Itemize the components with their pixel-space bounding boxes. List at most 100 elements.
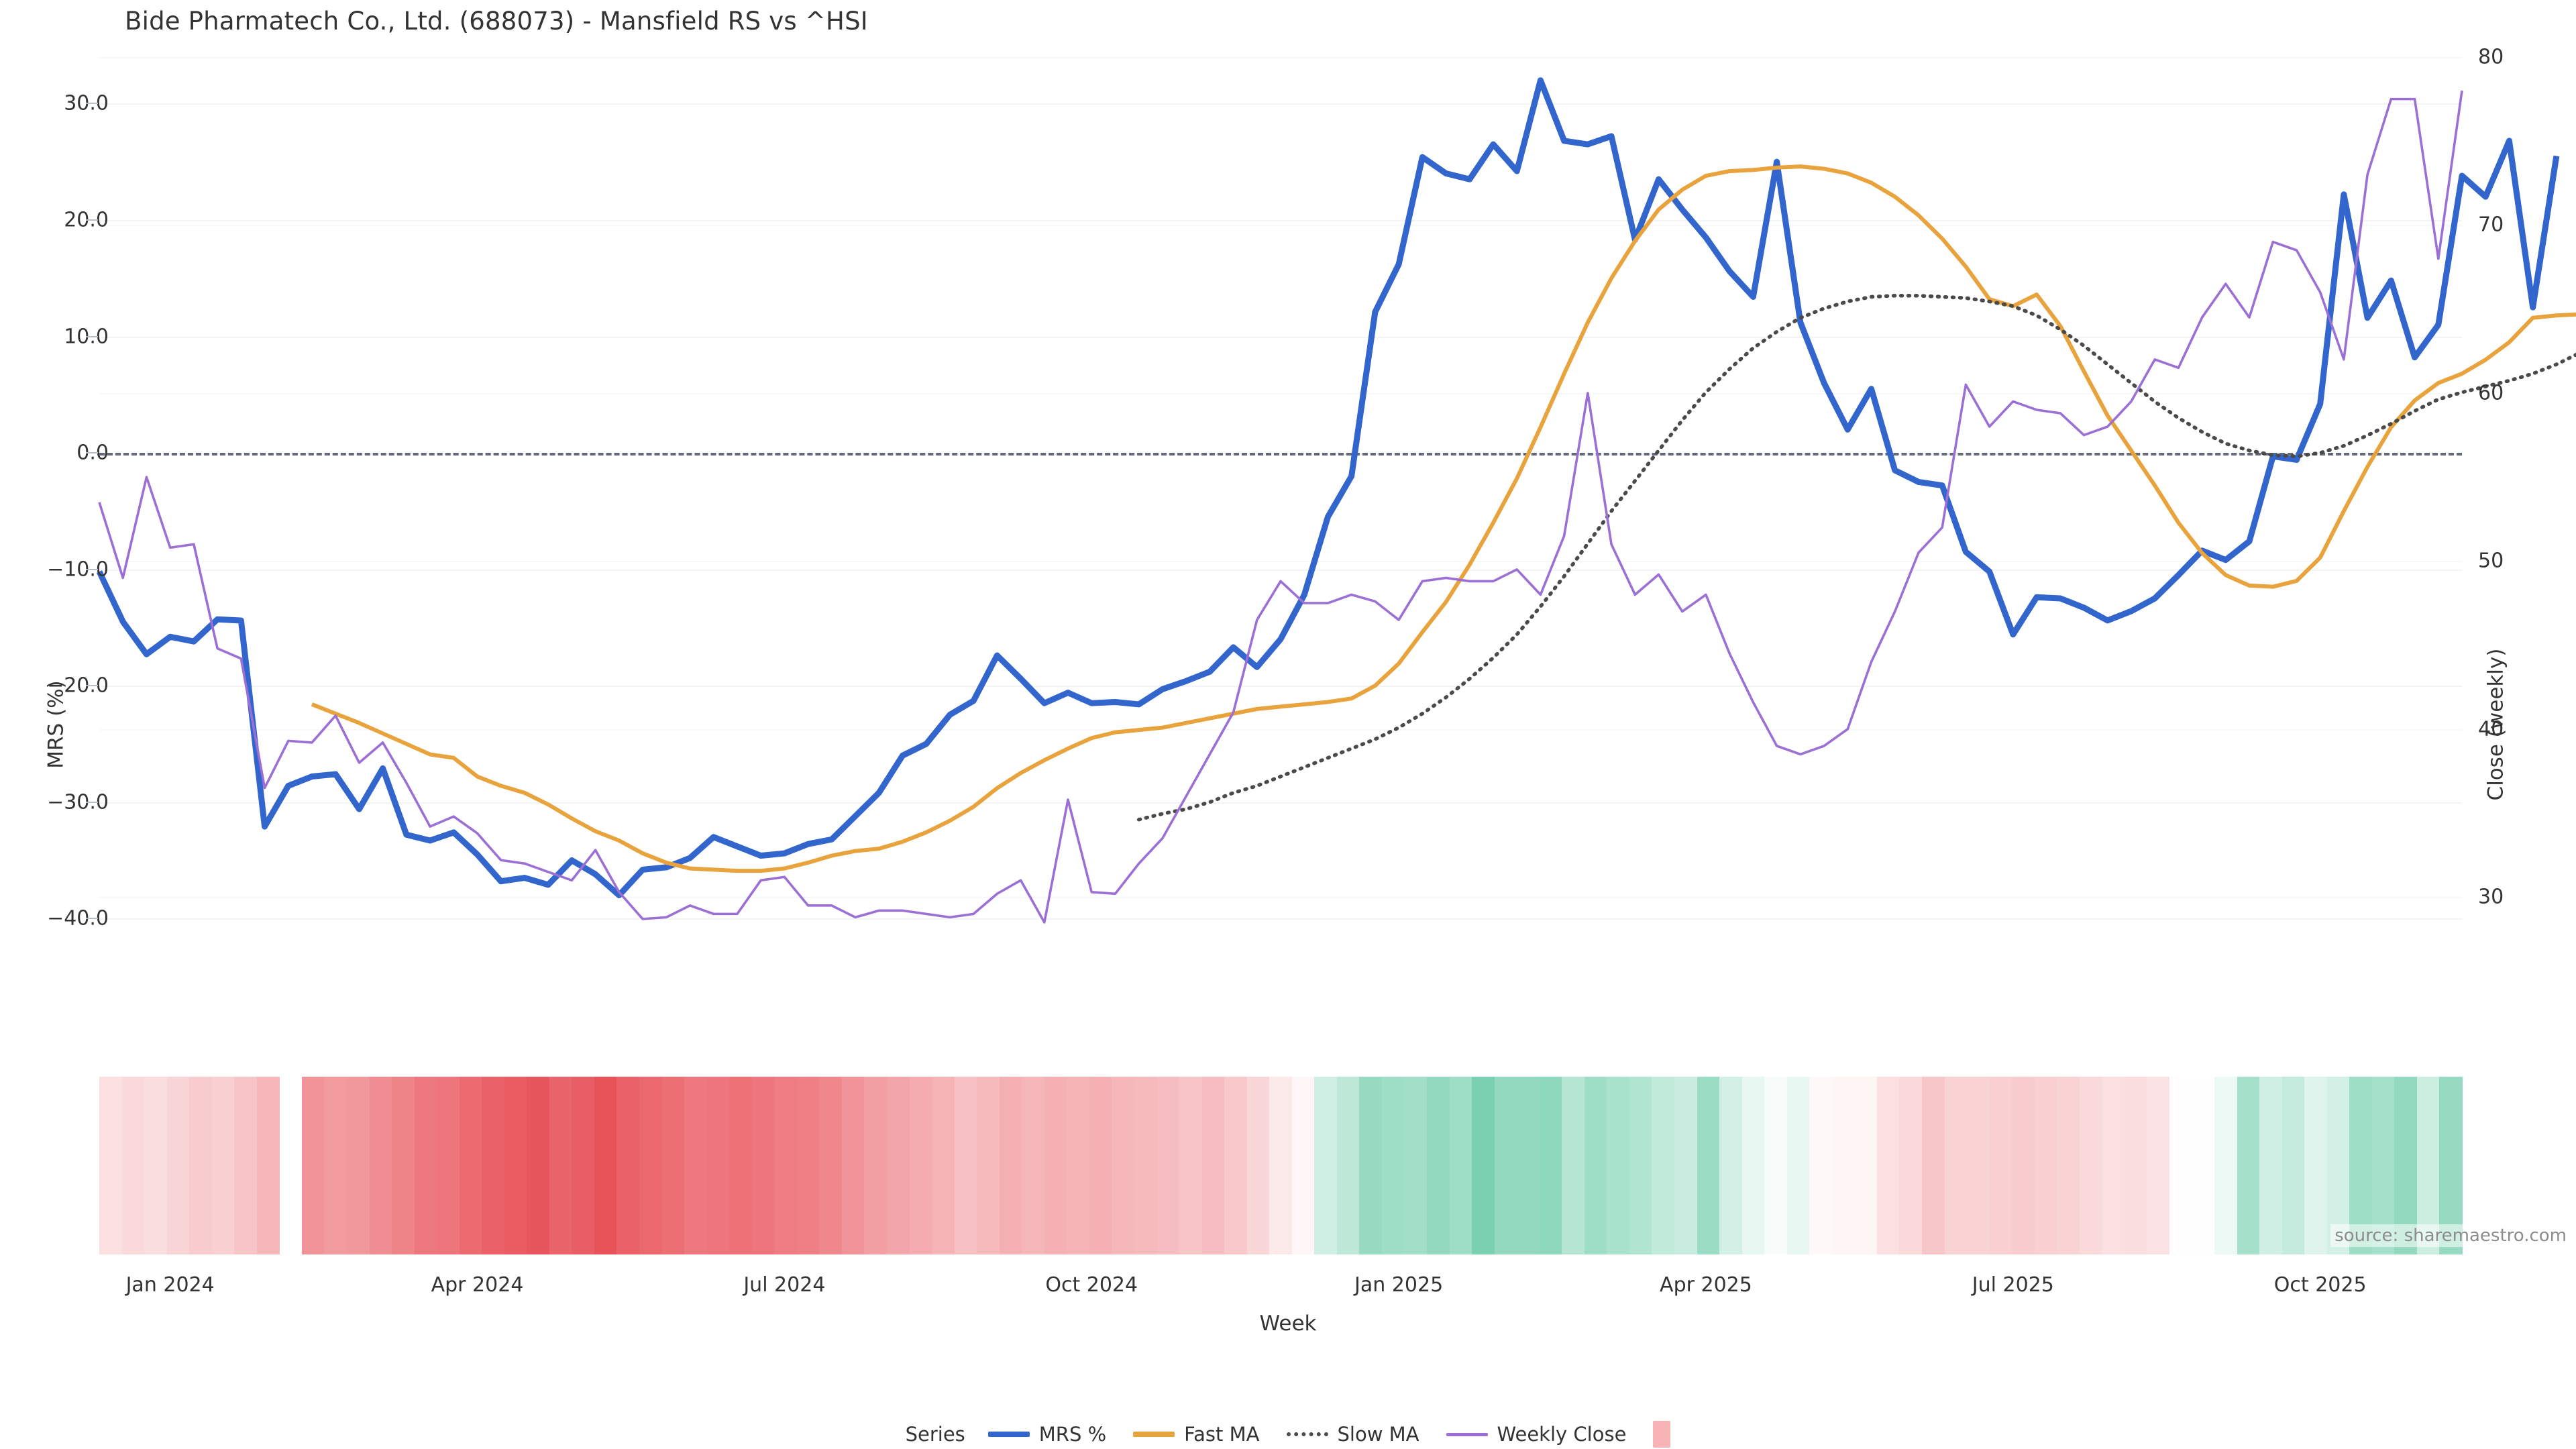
chart-title: Bide Pharmatech Co., Ltd. (688073) - Man… (125, 7, 868, 36)
heatmap-cell (1224, 1077, 1248, 1254)
gridline-right (99, 729, 2462, 731)
gridline (99, 103, 2462, 105)
heatmap-cell (369, 1077, 392, 1254)
heatmap-cell (819, 1077, 843, 1254)
heatmap-cell (639, 1077, 663, 1254)
x-tick-label: Jan 2024 (125, 1273, 215, 1297)
heatmap-cell (1674, 1077, 1698, 1254)
heatmap-cell (1539, 1077, 1563, 1254)
legend-swatch-line-icon (987, 1432, 1030, 1437)
heatmap-cell (2259, 1077, 2283, 1254)
heatmap-cell (616, 1077, 640, 1254)
heatmap-cell (1854, 1077, 1878, 1254)
heatmap-cell (211, 1077, 235, 1254)
heatmap-cell (1831, 1077, 1856, 1254)
heatmap-cell (414, 1077, 437, 1254)
legend-item-label: MRS % (1038, 1423, 1107, 1446)
heatmap-cell (1876, 1077, 1900, 1254)
gridline-right (99, 57, 2462, 58)
heatmap-cell (1134, 1077, 1158, 1254)
x-tick-label: Jul 2024 (743, 1273, 826, 1297)
legend-item-label: Slow MA (1337, 1423, 1419, 1446)
heatmap-cell (954, 1077, 977, 1254)
series-path-weekly-close (98, 90, 2463, 924)
heatmap-cell (1517, 1077, 1540, 1254)
gridline (99, 336, 2462, 338)
heatmap-cell (1786, 1077, 1811, 1254)
y-tick-label-right: 40 (2478, 717, 2504, 741)
heatmap-cell (1201, 1077, 1225, 1254)
x-tick-label: Apr 2024 (431, 1273, 524, 1297)
heatmap-cell (144, 1077, 168, 1254)
heatmap-cell (527, 1077, 550, 1254)
legend-item[interactable] (1653, 1421, 1671, 1448)
heatmap-cell (346, 1077, 370, 1254)
heatmap-cell (1562, 1077, 1585, 1254)
heatmap-cell (1967, 1077, 1990, 1254)
heatmap-cell (2124, 1077, 2148, 1254)
gridline-right (99, 561, 2462, 563)
y-tick-label-left: −20.0 (47, 674, 109, 698)
heatmap-cell (2282, 1077, 2305, 1254)
y-tick-mark-left (86, 568, 98, 570)
heatmap-cell (1246, 1077, 1270, 1254)
heatmap-cell (1022, 1077, 1045, 1254)
heatmap-cell (1494, 1077, 1517, 1254)
heatmap-cell (1741, 1077, 1765, 1254)
y-tick-mark-left (86, 685, 98, 687)
heatmap-cell (751, 1077, 775, 1254)
legend-title: Series (905, 1423, 965, 1446)
heatmap-cell (1291, 1077, 1316, 1254)
gridline (99, 802, 2462, 804)
heatmap-cell (841, 1077, 865, 1254)
gridline-right (99, 392, 2462, 394)
heatmap-cell (504, 1077, 528, 1254)
heatmap-cell (1899, 1077, 1923, 1254)
heatmap-cell (774, 1077, 798, 1254)
legend-swatch-dotted-icon (1286, 1432, 1328, 1436)
heatmap-cell (1359, 1077, 1383, 1254)
y-tick-mark-left (86, 335, 98, 337)
heatmap-cell (594, 1077, 618, 1254)
heatmap-cell (234, 1077, 258, 1254)
heatmap-cell (392, 1077, 415, 1254)
y-tick-label-right: 30 (2478, 885, 2504, 909)
legend-item[interactable]: Fast MA (1133, 1423, 1260, 1446)
heatmap-cell (1607, 1077, 1630, 1254)
heatmap-cell (661, 1077, 685, 1254)
series-path-slow-ma (1136, 294, 2576, 822)
y-tick-label-left: −30.0 (47, 790, 109, 814)
heatmap-cell (1584, 1077, 1608, 1254)
heatmap-cell (459, 1077, 482, 1254)
heatmap-cell (1427, 1077, 1450, 1254)
heatmap-cell (2012, 1077, 2035, 1254)
legend-item[interactable]: Slow MA (1286, 1423, 1419, 1446)
y-tick-label-left: −40.0 (47, 906, 109, 930)
mrs-heatmap-strip (99, 1077, 2463, 1254)
heatmap-cell (706, 1077, 730, 1254)
heatmap-cell (909, 1077, 932, 1254)
chart-legend: Series MRS % Fast MA Slow MA Weekly Close (0, 1421, 2576, 1448)
heatmap-cell (1809, 1077, 1833, 1254)
y-tick-mark-left (86, 801, 98, 803)
gridline-right (99, 225, 2462, 227)
gridline (99, 569, 2462, 571)
heatmap-cell (1179, 1077, 1203, 1254)
x-axis-label: Week (1259, 1311, 1317, 1336)
heatmap-cell (1652, 1077, 1675, 1254)
heatmap-cell (1989, 1077, 2012, 1254)
heatmap-cell (1764, 1077, 1788, 1254)
heatmap-cell (2192, 1077, 2215, 1254)
legend-swatch-box-icon (1653, 1421, 1671, 1448)
x-tick-label: Jul 2025 (1972, 1273, 2054, 1297)
heatmap-cell (864, 1077, 888, 1254)
heatmap-cell (99, 1077, 123, 1254)
legend-item[interactable]: Weekly Close (1446, 1423, 1626, 1446)
legend-swatch-line-icon (1446, 1432, 1488, 1436)
legend-item[interactable]: MRS % (987, 1423, 1107, 1446)
heatmap-cell (1314, 1077, 1338, 1254)
heatmap-cell (729, 1077, 753, 1254)
heatmap-cell (166, 1077, 190, 1254)
x-tick-label: Oct 2024 (1045, 1273, 1138, 1297)
heatmap-cell (684, 1077, 708, 1254)
